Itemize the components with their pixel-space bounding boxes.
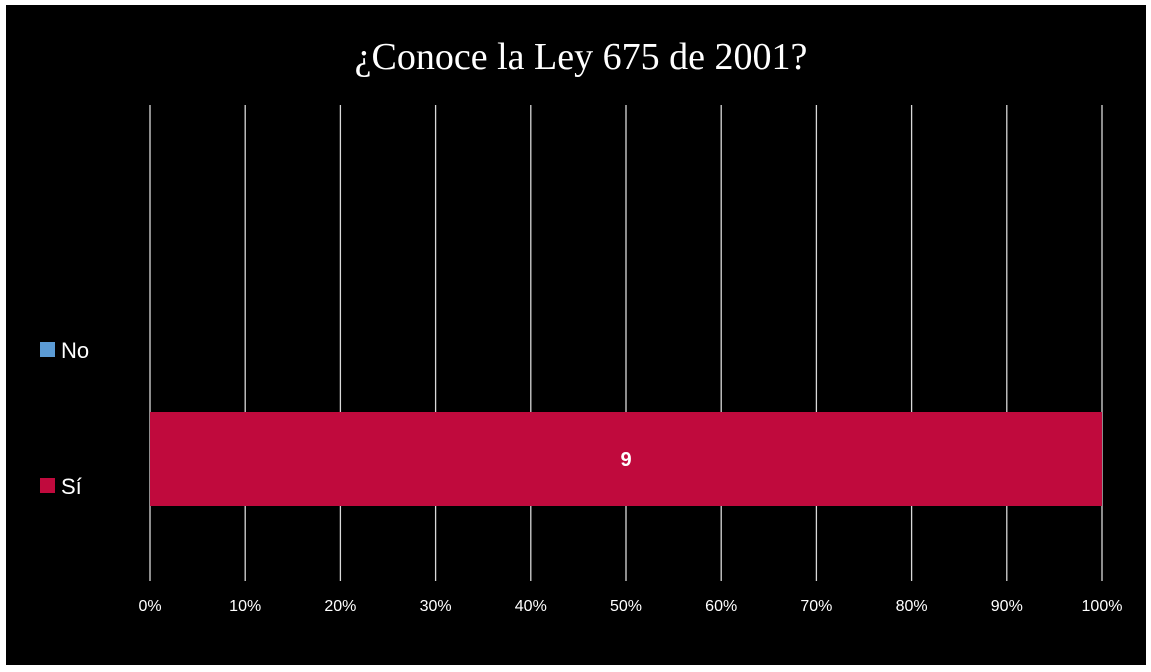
legend: No Sí: [40, 338, 89, 499]
legend-label-si: Sí: [61, 474, 82, 499]
legend-swatch-no: [40, 342, 55, 357]
x-tick-label: 40%: [515, 598, 547, 615]
legend-swatch-si: [40, 478, 55, 493]
x-axis-ticks: 0% 10% 20% 30% 40% 50% 60% 70% 80% 90% 100%: [138, 598, 1122, 615]
x-tick-label: 0%: [138, 598, 161, 615]
chart-frame: ¿Conoce la Ley 675 de 2001? 9 0% 10% 20% 30…: [6, 5, 1146, 665]
bar-si: [150, 412, 1102, 506]
x-tick-label: 100%: [1082, 598, 1123, 615]
x-tick-label: 90%: [991, 598, 1023, 615]
x-tick-label: 10%: [229, 598, 261, 615]
x-tick-label: 30%: [420, 598, 452, 615]
x-tick-label: 70%: [800, 598, 832, 615]
data-label: 9: [620, 449, 631, 471]
x-tick-label: 60%: [705, 598, 737, 615]
legend-label-no: No: [61, 338, 89, 363]
x-tick-label: 80%: [896, 598, 928, 615]
gridlines: [149, 105, 1103, 581]
chart-canvas: ¿Conoce la Ley 675 de 2001? 9 0% 10% 20% 30…: [40, 36, 1122, 615]
x-tick-label: 50%: [610, 598, 642, 615]
bars: 9: [150, 412, 1102, 506]
chart-title: ¿Conoce la Ley 675 de 2001?: [355, 36, 808, 78]
x-tick-label: 20%: [324, 598, 356, 615]
